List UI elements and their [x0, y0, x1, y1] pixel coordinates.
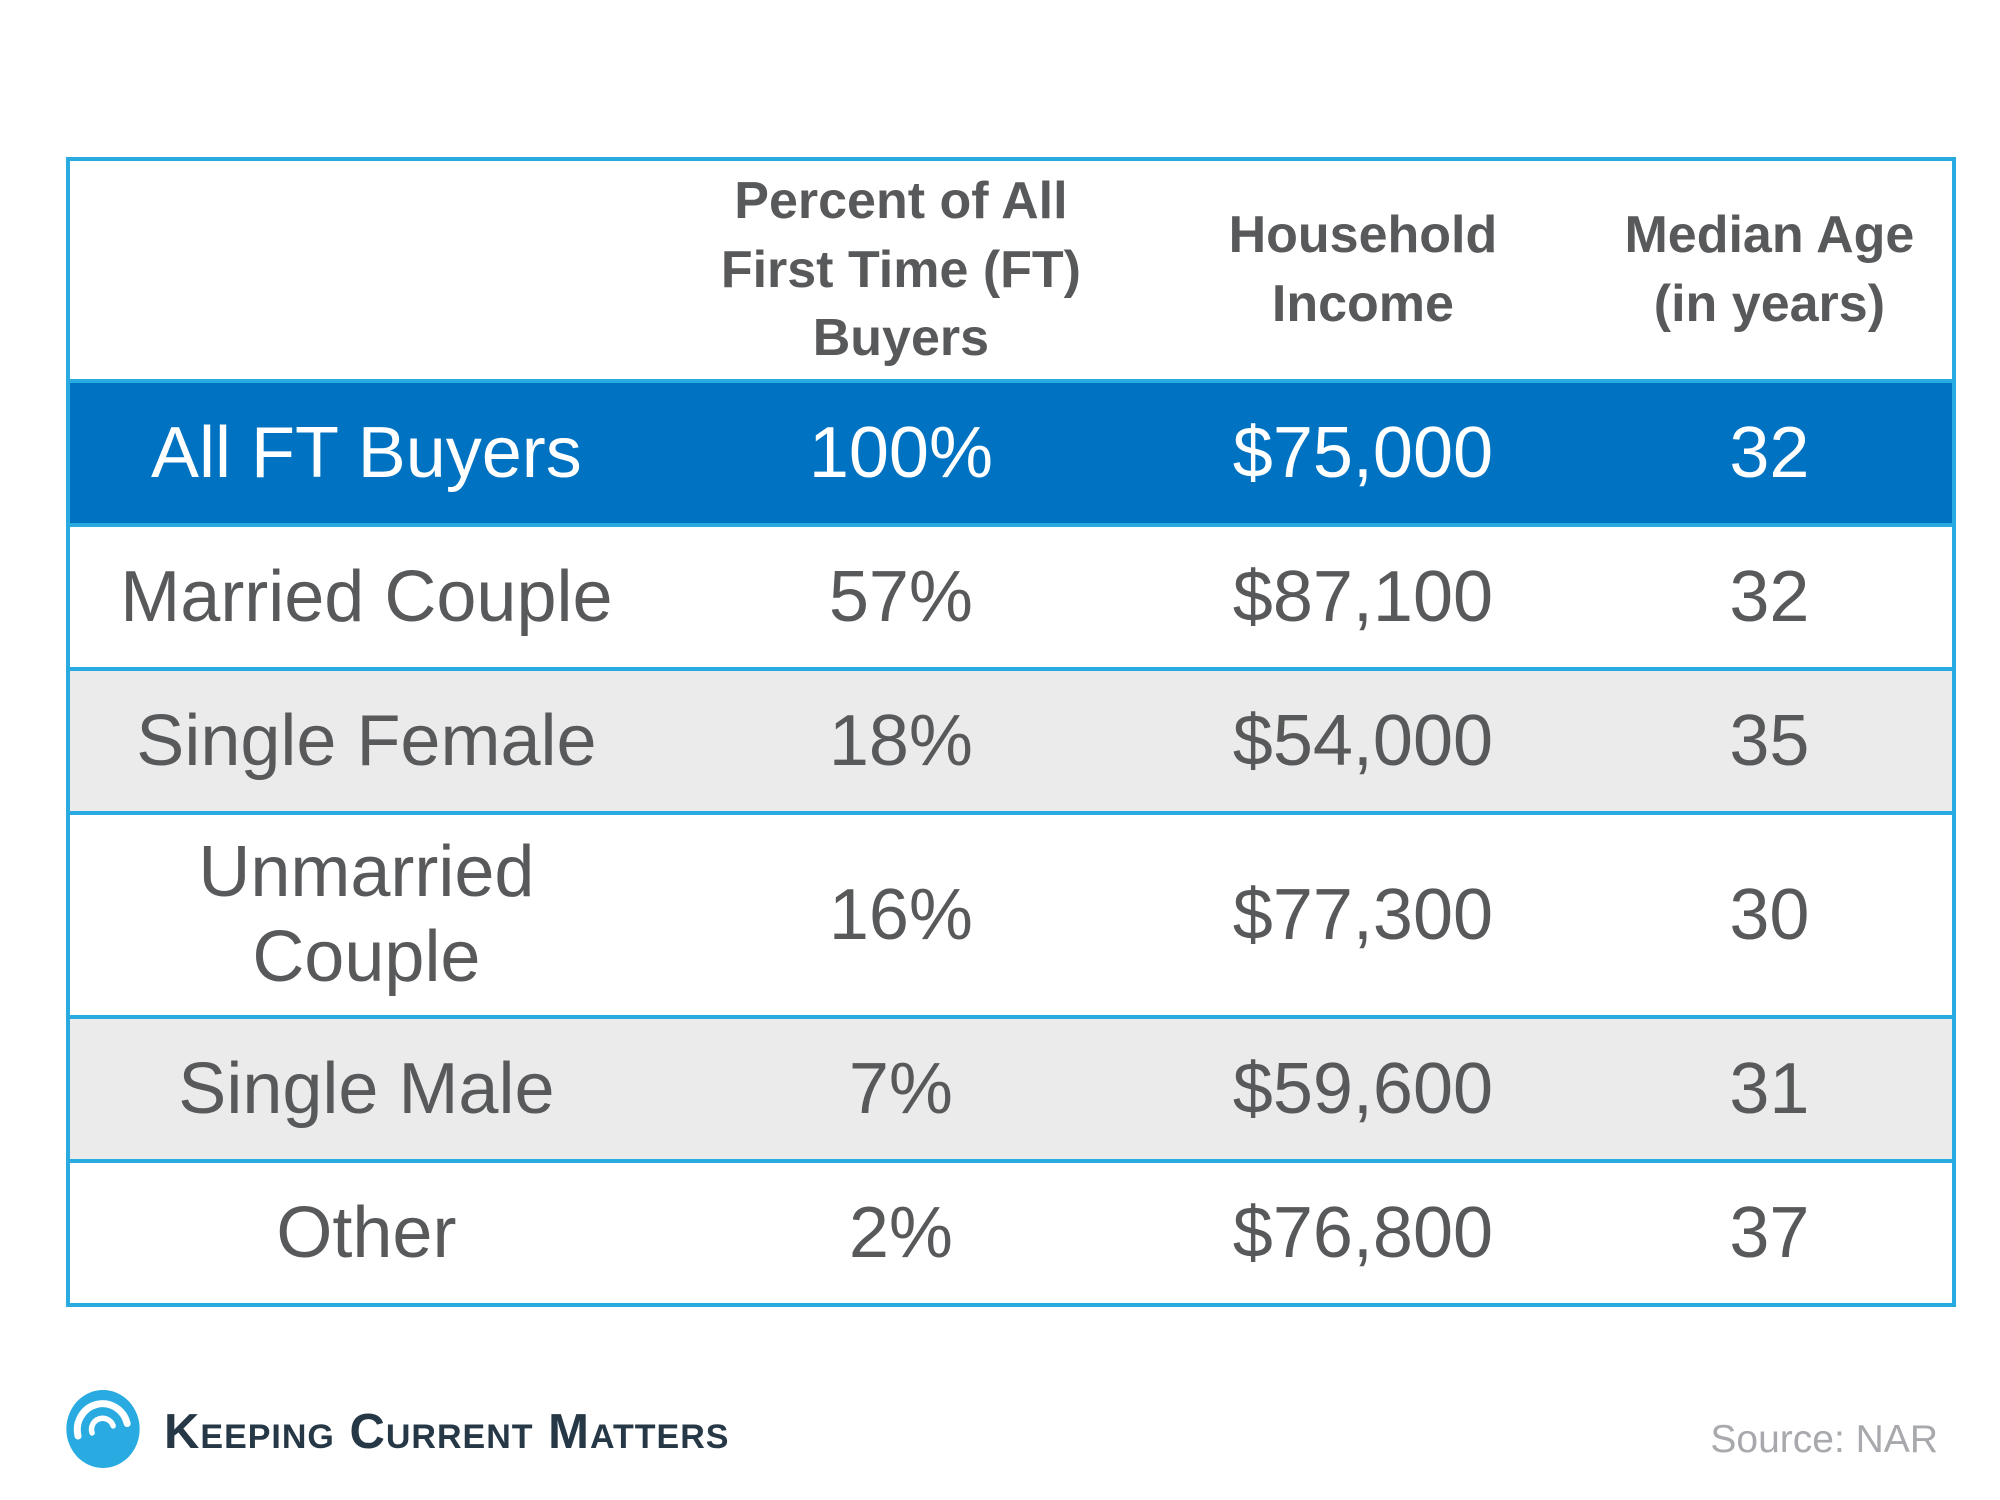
row-income: $75,000 [1232, 412, 1494, 493]
table-row-married-couple: Married Couple 57% $87,100 32 [70, 523, 1952, 667]
table-row-unmarried-couple: Unmarried Couple 16% $77,300 30 [70, 811, 1952, 1015]
row-percent: 7% [848, 1048, 953, 1129]
table-row-single-male: Single Male 7% $59,600 31 [70, 1015, 1952, 1159]
row-income: $76,800 [1232, 1192, 1494, 1273]
first-time-buyers-table: Percent of All First Time (FT) Buyers Ho… [66, 157, 1956, 1307]
row-percent: 2% [848, 1192, 953, 1273]
row-income: $87,100 [1232, 556, 1494, 637]
table-row-single-female: Single Female 18% $54,000 35 [70, 667, 1952, 811]
row-age: 32 [1729, 412, 1810, 493]
row-age: 37 [1729, 1192, 1810, 1273]
row-income: $59,600 [1232, 1048, 1494, 1129]
row-percent: 57% [828, 556, 973, 637]
header-cell-blank [70, 161, 663, 379]
row-label: Married Couple [120, 556, 613, 637]
row-age: 35 [1729, 700, 1810, 781]
source-text: Source: NAR [1710, 1418, 1938, 1461]
kcm-logo: Keeping Current Matters [64, 1388, 729, 1470]
row-age: 31 [1729, 1048, 1810, 1129]
row-label: Single Male [178, 1048, 555, 1129]
row-income: $54,000 [1232, 700, 1494, 781]
kcm-swirl-icon [66, 1390, 140, 1468]
row-income: $77,300 [1232, 874, 1494, 955]
header-cell-percent: Percent of All First Time (FT) Buyers [720, 172, 1081, 368]
kcm-logo-text: Keeping Current Matters [164, 1404, 730, 1459]
row-label: Unmarried Couple [198, 832, 535, 997]
row-percent: 18% [828, 700, 973, 781]
row-label: Other [276, 1192, 457, 1273]
header-cell-median-age: Median Age (in years) [1624, 206, 1915, 333]
row-label: Single Female [136, 700, 597, 781]
row-age: 30 [1729, 874, 1810, 955]
table-row-other: Other 2% $76,800 37 [70, 1159, 1952, 1303]
row-percent: 100% [808, 412, 993, 493]
row-percent: 16% [828, 874, 973, 955]
header-cell-income: Household Income [1228, 206, 1498, 333]
row-label: All FT Buyers [151, 412, 582, 493]
table-header-row: Percent of All First Time (FT) Buyers Ho… [70, 161, 1952, 379]
table-row-all-ft-buyers: All FT Buyers 100% $75,000 32 [70, 379, 1952, 523]
row-age: 32 [1729, 556, 1810, 637]
